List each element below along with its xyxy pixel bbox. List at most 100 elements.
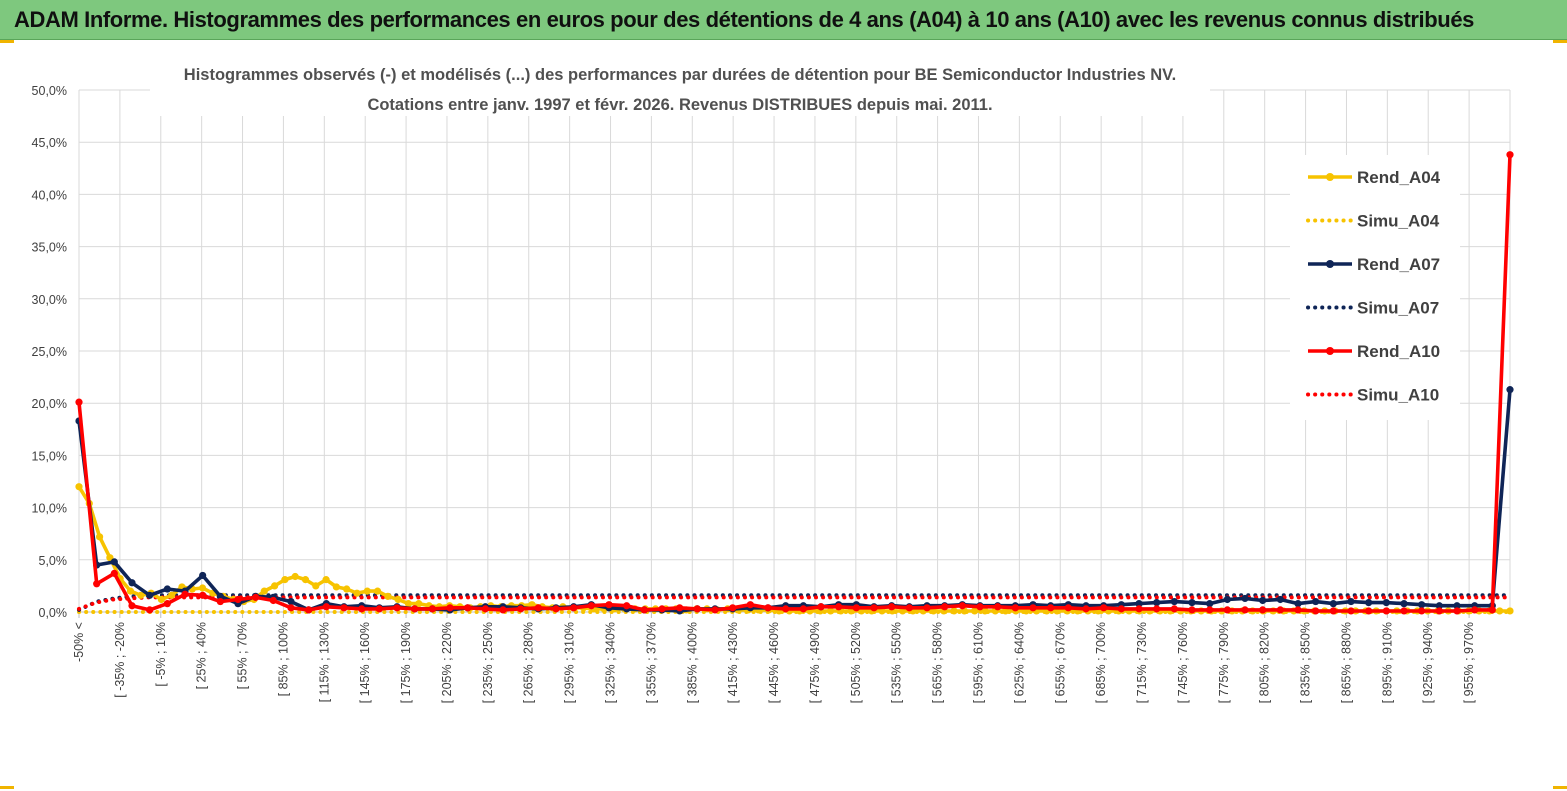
- x-tick-label: [ 715% ; 730%: [1135, 622, 1149, 703]
- series-rend-a04-point: [301, 576, 310, 584]
- series-rend-a10-point: [1259, 606, 1267, 614]
- report-banner: ADAM Informe. Histogrammes des performan…: [0, 0, 1567, 40]
- series-rend-a10-point: [1064, 604, 1072, 612]
- series-rend-a07-point: [1259, 596, 1267, 605]
- series-rend-a04-point: [363, 587, 371, 595]
- series-rend-a10-point: [128, 602, 136, 610]
- series-rend-a04-point: [168, 591, 176, 599]
- series-rend-a10-point: [1153, 605, 1161, 613]
- y-tick-label: 5,0%: [39, 554, 68, 568]
- series-rend-a04-point: [343, 585, 351, 593]
- series-rend-a10-point: [110, 569, 118, 577]
- series-rend-a10-point: [358, 605, 366, 613]
- series-rend-a10-point: [1453, 607, 1461, 615]
- series-rend-a10-point: [817, 603, 825, 611]
- series-rend-a10-point: [1471, 606, 1479, 614]
- series-rend-a04-point: [332, 583, 340, 591]
- series-rend-a10-point: [799, 605, 807, 613]
- series-rend-a10-point: [1435, 607, 1443, 615]
- series-rend-a10-point: [1029, 604, 1037, 612]
- series-rend-a10-point: [1329, 607, 1337, 615]
- series-rend-a04-point: [394, 595, 402, 604]
- x-tick-label: [ 835% ; 850%: [1299, 622, 1313, 703]
- series-rend-a04-point: [75, 483, 83, 491]
- series-rend-a10-point: [923, 604, 931, 612]
- series-rend-a07-point: [1153, 599, 1161, 607]
- series-rend-a10-point: [852, 604, 860, 612]
- series-rend-a07-point: [1188, 599, 1196, 607]
- y-tick-label: 0,0%: [39, 606, 68, 620]
- series-rend-a10-point: [552, 605, 560, 613]
- series-rend-a10-point: [75, 398, 83, 406]
- legend-label-simu-a07: Simu_A07: [1357, 299, 1439, 318]
- legend-marker-rend-a04: [1326, 173, 1334, 181]
- series-rend-a10-point: [835, 603, 843, 611]
- series-rend-a07-point: [1506, 386, 1514, 394]
- series-rend-a04-point: [95, 533, 104, 541]
- series-rend-a10-point: [1400, 607, 1408, 615]
- series-rend-a07-point: [287, 597, 295, 606]
- series-rend-a10-point: [958, 602, 966, 610]
- series-rend-a07-point: [1329, 600, 1337, 608]
- series-rend-a10-point: [888, 603, 896, 611]
- series-rend-a07-point: [1241, 594, 1249, 603]
- y-tick-label: 20,0%: [32, 397, 67, 411]
- x-tick-label: [ 745% ; 760%: [1176, 622, 1190, 703]
- series-rend-a10-point: [375, 605, 383, 613]
- legend: Rend_A04 Simu_A04 Rend_A07 Simu_A07 Rend_A10…: [1306, 168, 1441, 405]
- x-tick-label: [ 925% ; 940%: [1421, 622, 1435, 703]
- series-rend-a10-point: [1347, 607, 1355, 615]
- x-tick-label: [ 175% ; 190%: [399, 622, 413, 703]
- legend-label-rend-a07: Rend_A07: [1357, 255, 1440, 274]
- series-rend-a10-point: [163, 600, 171, 608]
- y-tick-label: 35,0%: [32, 241, 67, 255]
- series-rend-a04-point: [198, 584, 207, 592]
- x-tick-label: [ 385% ; 400%: [685, 622, 699, 703]
- x-tick-label: [ 115% ; 130%: [317, 622, 331, 702]
- series-rend-a10-point: [411, 605, 419, 613]
- series-rend-a07-point: [1206, 600, 1214, 608]
- series-simu-a10-line: [77, 595, 1512, 611]
- series-rend-a10-point: [976, 603, 984, 611]
- chart-title-line-2: Cotations entre janv. 1997 et févr. 2026…: [367, 96, 992, 114]
- series-rend-a04-point: [1506, 607, 1514, 615]
- series-rend-a10-point: [393, 604, 401, 612]
- series-rend-a10-point: [322, 603, 330, 611]
- chart-title-line-1: Histogrammes observés (-) et modélisés (…: [184, 66, 1176, 84]
- series-rend-a10-point: [216, 597, 224, 606]
- series-rend-a10-point: [1170, 605, 1178, 613]
- x-tick-label: [ 565% ; 580%: [931, 622, 945, 703]
- x-tick-label: [ 415% ; 430%: [726, 622, 740, 703]
- series-rend-a10-point: [1506, 151, 1514, 159]
- series-rend-a10-point: [994, 603, 1002, 611]
- series-rend-a10-point: [181, 590, 189, 598]
- x-tick-label: [ 625% ; 640%: [1012, 622, 1026, 703]
- series-rend-a10-point: [269, 596, 277, 605]
- series-rend-a04-point: [1496, 607, 1504, 615]
- series-rend-a10-point: [1223, 606, 1231, 614]
- series-rend-a10-point: [1206, 606, 1214, 614]
- series-rend-a04-point: [1001, 607, 1010, 615]
- series-rend-a10-point: [305, 606, 313, 614]
- y-tick-label: 25,0%: [32, 345, 67, 359]
- series-rend-a04-point: [981, 607, 989, 615]
- series-rend-a10-point: [534, 604, 542, 612]
- series-rend-a04-point: [373, 587, 382, 595]
- legend-label-rend-a04: Rend_A04: [1357, 168, 1441, 187]
- series-simu-a07-line: [77, 593, 1512, 612]
- x-tick-label: [ 355% ; 370%: [644, 622, 658, 703]
- series-rend-a10-point: [340, 604, 348, 612]
- series-rend-a10-point: [1117, 605, 1125, 613]
- series-rend-a10-point: [1241, 606, 1249, 614]
- series-rend-a07-point: [1223, 595, 1231, 604]
- series-rend-a10-point: [146, 606, 154, 614]
- x-tick-label: -50% <: [72, 622, 86, 662]
- series-rend-a10-point: [941, 603, 949, 611]
- y-tick-label: 30,0%: [32, 293, 67, 307]
- series-lines: [75, 151, 1514, 615]
- series-rend-a04-point: [404, 600, 413, 608]
- series-rend-a10-point: [1276, 606, 1284, 614]
- x-tick-label: [ 685% ; 700%: [1094, 622, 1108, 703]
- series-rend-a10-point: [693, 605, 701, 613]
